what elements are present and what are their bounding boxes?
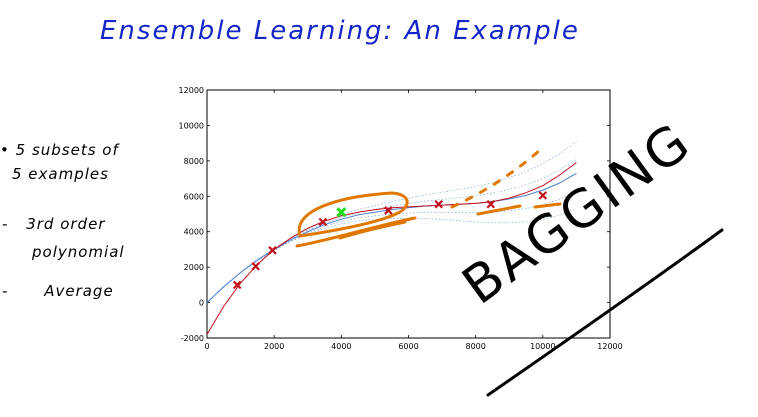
y-tick-label: 2000 bbox=[184, 263, 204, 272]
y-tick-label: 10000 bbox=[179, 121, 204, 130]
highlight-sketch-layer bbox=[295, 148, 562, 248]
data-point-stroke bbox=[384, 206, 393, 215]
x-tick-label: 0 bbox=[204, 342, 209, 351]
x-tick-label: 10000 bbox=[530, 342, 555, 351]
data-point-marker bbox=[232, 280, 242, 290]
slide-title: Ensemble Learning: An Example bbox=[100, 16, 580, 46]
note-average-bullet: - bbox=[2, 282, 9, 300]
note-subsets-line-1: 5 subsets of bbox=[15, 141, 119, 159]
data-point-stroke bbox=[268, 246, 277, 255]
marker-layer bbox=[232, 191, 548, 290]
x-tick-label: 12000 bbox=[597, 342, 622, 351]
data-point-marker bbox=[384, 206, 393, 215]
data-point-stroke bbox=[434, 199, 444, 209]
y-tick-label: 0 bbox=[199, 299, 204, 308]
y-tick-label: 12000 bbox=[179, 86, 204, 95]
x-tick-label: 2000 bbox=[264, 342, 284, 351]
note-subsets-bullet: • bbox=[0, 141, 10, 159]
x-tick-label: 6000 bbox=[398, 342, 418, 351]
tick-layer: 0 2000 4000 6000 8000 10000 12000-200002000400… bbox=[179, 86, 623, 351]
data-point-stroke bbox=[232, 280, 242, 290]
data-point-marker bbox=[268, 246, 277, 255]
data-point-marker bbox=[486, 199, 496, 209]
data-point-marker bbox=[538, 191, 548, 200]
y-tick-label: 8000 bbox=[184, 157, 204, 166]
data-point-marker bbox=[318, 217, 328, 227]
data-point-marker bbox=[251, 261, 260, 271]
data-point-stroke bbox=[538, 191, 548, 200]
y-tick-label: 4000 bbox=[184, 228, 204, 237]
highlight-dashed-curve bbox=[450, 148, 542, 209]
note-subsets: • 5 subsets of 5 examples bbox=[0, 138, 119, 186]
x-tick-label: 4000 bbox=[331, 342, 351, 351]
highlight-stroke-2 bbox=[338, 220, 407, 240]
ensemble-curve-2 bbox=[207, 158, 577, 303]
note-polynomial-bullet: - bbox=[2, 215, 9, 233]
highlight-stroke-4 bbox=[533, 202, 562, 209]
note-polynomial-line-2: polynomial bbox=[32, 243, 125, 261]
note-average-line-1: Average bbox=[44, 282, 114, 300]
highlighted-point-marker bbox=[336, 207, 347, 218]
highlight-stroke-3 bbox=[476, 204, 522, 216]
highlighted-point-stroke bbox=[336, 207, 347, 218]
data-point-stroke bbox=[251, 261, 260, 271]
x-tick-label: 8000 bbox=[465, 342, 485, 351]
bagging-underline bbox=[486, 228, 724, 397]
highlight-ellipse bbox=[297, 191, 409, 238]
note-average: - Average bbox=[2, 282, 114, 300]
note-polynomial: - 3rd order polynomial bbox=[2, 210, 125, 266]
ensemble-curve-1 bbox=[207, 190, 577, 303]
y-tick-label: -2000 bbox=[181, 334, 204, 343]
data-point-marker bbox=[434, 199, 444, 209]
ensemble-curve-3 bbox=[207, 141, 577, 303]
note-polynomial-line-1: 3rd order bbox=[26, 215, 106, 233]
y-tick-label: 6000 bbox=[184, 192, 204, 201]
note-subsets-line-2: 5 examples bbox=[12, 165, 109, 183]
data-point-stroke bbox=[486, 199, 496, 209]
data-point-stroke bbox=[318, 217, 328, 227]
